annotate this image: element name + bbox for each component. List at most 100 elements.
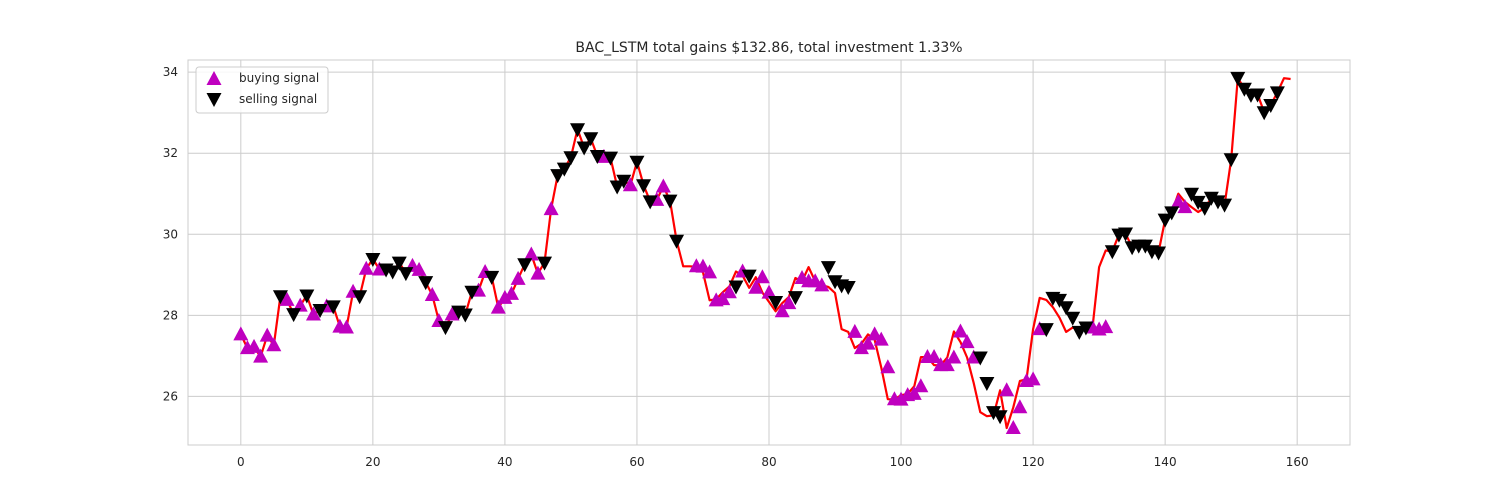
sell-marker bbox=[1058, 301, 1074, 316]
sell-marker bbox=[1197, 201, 1213, 216]
sell-marker bbox=[827, 275, 843, 290]
legend-buy-label: buying signal bbox=[239, 71, 319, 85]
sell-marker bbox=[352, 290, 368, 305]
buy-marker bbox=[1012, 399, 1028, 414]
sell-marker bbox=[741, 269, 757, 284]
selling-signal-markers bbox=[272, 71, 1285, 425]
buy-marker bbox=[880, 359, 896, 374]
buy-marker bbox=[702, 264, 718, 279]
buy-marker bbox=[292, 297, 308, 312]
buy-marker bbox=[959, 334, 975, 349]
buy-marker bbox=[510, 270, 526, 285]
buy-marker bbox=[504, 285, 520, 300]
sell-marker bbox=[1250, 88, 1266, 103]
x-tick-label: 140 bbox=[1154, 455, 1177, 469]
buy-marker bbox=[358, 260, 374, 275]
legend: buying signal selling signal bbox=[195, 66, 329, 114]
sell-marker bbox=[286, 308, 302, 323]
sell-marker bbox=[840, 280, 856, 295]
buy-marker bbox=[748, 279, 764, 294]
sell-marker bbox=[537, 256, 553, 271]
buy-marker bbox=[913, 378, 929, 393]
y-tick-label: 26 bbox=[163, 389, 178, 403]
buy-marker bbox=[490, 299, 506, 314]
sell-marker bbox=[299, 289, 315, 304]
buy-marker bbox=[847, 323, 863, 338]
sell-marker bbox=[484, 270, 500, 285]
sell-marker bbox=[1118, 227, 1134, 242]
sell-marker bbox=[1104, 245, 1120, 260]
buy-marker bbox=[761, 284, 777, 299]
buy-marker bbox=[939, 357, 955, 372]
buy-marker bbox=[867, 326, 883, 341]
buy-marker bbox=[497, 289, 513, 304]
sell-marker bbox=[570, 123, 586, 138]
x-tick-labels: 0 20 40 60 80 100 120 140 160 bbox=[237, 455, 1309, 469]
buy-marker bbox=[781, 295, 797, 310]
buy-marker bbox=[873, 331, 889, 346]
sell-marker bbox=[1217, 198, 1233, 213]
sell-marker bbox=[662, 194, 678, 209]
sell-marker bbox=[1065, 311, 1081, 326]
sell-marker bbox=[556, 162, 572, 177]
sell-marker bbox=[1223, 153, 1239, 168]
buy-marker bbox=[424, 287, 440, 302]
sell-marker bbox=[992, 410, 1008, 425]
sell-marker bbox=[312, 304, 328, 319]
buy-marker bbox=[754, 269, 770, 284]
sell-marker bbox=[1157, 213, 1173, 228]
sell-marker bbox=[1052, 293, 1067, 308]
sell-marker bbox=[787, 291, 803, 306]
plot-frame bbox=[187, 59, 1351, 446]
y-tick-labels: 26 28 30 32 34 bbox=[163, 65, 178, 403]
x-tick-label: 60 bbox=[629, 455, 644, 469]
x-tick-label: 120 bbox=[1022, 455, 1045, 469]
buy-marker bbox=[893, 391, 909, 406]
sell-marker bbox=[1203, 191, 1219, 206]
sell-marker bbox=[1230, 71, 1246, 86]
y-tick-label: 28 bbox=[163, 308, 178, 322]
sell-marker bbox=[398, 267, 414, 282]
sell-marker bbox=[550, 169, 566, 184]
sell-marker bbox=[589, 150, 605, 165]
sell-marker bbox=[728, 280, 744, 295]
buy-marker bbox=[530, 265, 546, 280]
sell-marker bbox=[1038, 323, 1054, 338]
sell-marker bbox=[609, 180, 625, 195]
buy-marker bbox=[279, 291, 295, 306]
buy-marker bbox=[305, 306, 321, 321]
buy-marker bbox=[259, 327, 275, 342]
buy-marker bbox=[338, 319, 354, 334]
buy-marker bbox=[266, 337, 282, 352]
sell-marker bbox=[583, 132, 599, 147]
sell-marker bbox=[768, 295, 784, 310]
buy-marker bbox=[946, 349, 962, 364]
sell-marker bbox=[1164, 206, 1180, 221]
buy-marker bbox=[246, 338, 262, 353]
legend-box bbox=[195, 66, 329, 114]
sell-marker bbox=[563, 151, 579, 166]
x-tick-label: 100 bbox=[890, 455, 913, 469]
buy-marker bbox=[1005, 419, 1021, 434]
x-tick-label: 0 bbox=[237, 455, 245, 469]
chart-title: BAC_LSTM total gains $132.86, total inve… bbox=[575, 40, 962, 56]
sell-marker bbox=[1263, 98, 1279, 113]
x-tick-label: 80 bbox=[761, 455, 776, 469]
buy-marker bbox=[543, 201, 559, 216]
buy-marker bbox=[999, 382, 1015, 397]
legend-buy-marker bbox=[206, 71, 222, 85]
sell-marker bbox=[985, 406, 1001, 421]
x-tick-label: 40 bbox=[497, 455, 512, 469]
sell-marker bbox=[1078, 321, 1094, 336]
y-tick-label: 32 bbox=[163, 146, 178, 160]
buy-marker bbox=[253, 348, 269, 363]
sell-marker bbox=[457, 308, 473, 323]
sell-marker bbox=[629, 155, 645, 170]
sell-marker bbox=[464, 285, 480, 300]
sell-marker bbox=[437, 321, 453, 336]
x-tick-label: 20 bbox=[365, 455, 380, 469]
buy-marker bbox=[860, 335, 876, 350]
y-tick-label: 34 bbox=[163, 65, 178, 79]
buy-marker bbox=[1177, 199, 1193, 214]
